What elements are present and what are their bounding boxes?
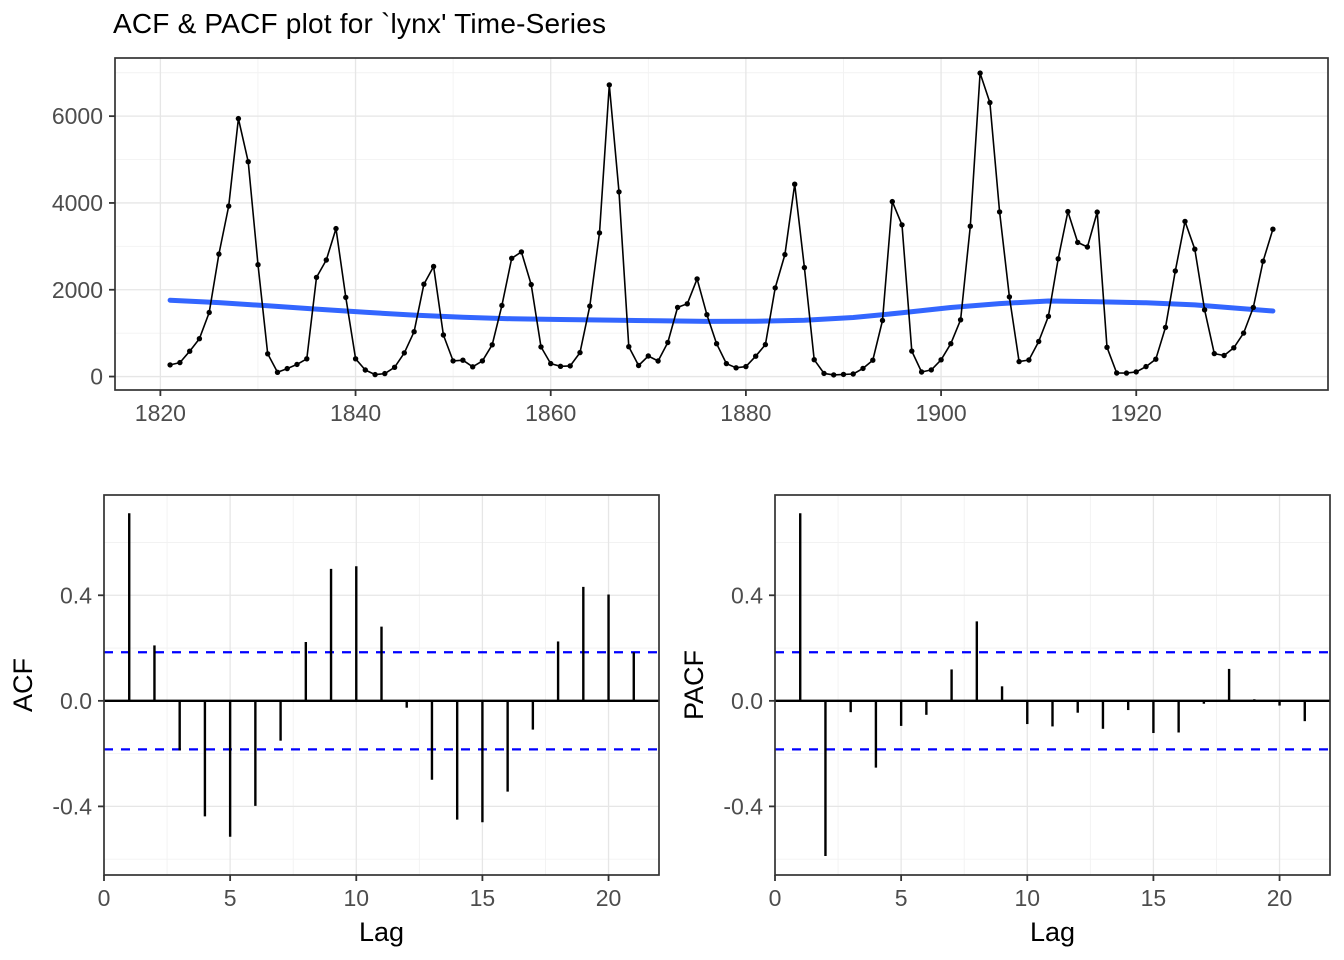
svg-text:5: 5 <box>895 885 908 911</box>
svg-text:-0.4: -0.4 <box>52 793 92 819</box>
svg-text:15: 15 <box>470 885 496 911</box>
svg-text:20: 20 <box>596 885 622 911</box>
svg-text:20: 20 <box>1267 885 1293 911</box>
svg-text:0.0: 0.0 <box>60 688 92 714</box>
svg-text:-0.4: -0.4 <box>723 793 763 819</box>
svg-text:1840: 1840 <box>330 400 381 426</box>
svg-text:0: 0 <box>98 885 111 911</box>
timeseries-plot: 1820 1840 1860 1880 1900 1920 0 2000 4000 6000 <box>52 57 1329 426</box>
svg-text:1880: 1880 <box>720 400 771 426</box>
svg-text:0.0: 0.0 <box>731 688 763 714</box>
acf-plot: 0 5 10 15 20 -0.4 0.0 0.4 Lag ACF <box>8 494 660 947</box>
svg-text:Lag: Lag <box>1030 917 1075 947</box>
svg-text:5: 5 <box>224 885 237 911</box>
svg-text:4000: 4000 <box>52 190 103 216</box>
svg-text:2000: 2000 <box>52 277 103 303</box>
svg-text:PACF: PACF <box>679 650 709 720</box>
svg-text:0: 0 <box>769 885 782 911</box>
svg-text:1900: 1900 <box>915 400 966 426</box>
svg-text:1920: 1920 <box>1111 400 1162 426</box>
svg-text:1860: 1860 <box>525 400 576 426</box>
svg-text:0.4: 0.4 <box>731 582 763 608</box>
svg-text:15: 15 <box>1141 885 1167 911</box>
svg-text:0.4: 0.4 <box>60 582 92 608</box>
svg-text:1820: 1820 <box>135 400 186 426</box>
svg-text:6000: 6000 <box>52 103 103 129</box>
svg-text:Lag: Lag <box>359 917 404 947</box>
svg-text:10: 10 <box>1014 885 1040 911</box>
svg-text:0: 0 <box>90 364 103 390</box>
pacf-plot: 0 5 10 15 20 -0.4 0.0 0.4 Lag PACF <box>679 494 1331 947</box>
svg-text:10: 10 <box>343 885 369 911</box>
svg-text:ACF: ACF <box>8 658 38 712</box>
plot-title: ACF & PACF plot for `lynx' Time-Series <box>113 8 607 39</box>
